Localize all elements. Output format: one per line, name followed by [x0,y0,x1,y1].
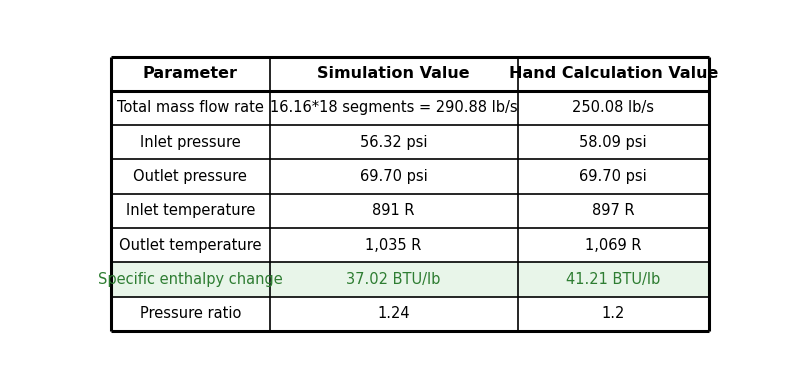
Text: Total mass flow rate: Total mass flow rate [117,100,264,116]
Text: Simulation Value: Simulation Value [318,66,470,81]
Text: 891 R: 891 R [372,203,415,218]
Text: 1,069 R: 1,069 R [585,238,642,253]
Text: Outlet pressure: Outlet pressure [134,169,247,184]
Bar [518,297,709,331]
Bar [111,228,270,262]
Text: 58.09 psi: 58.09 psi [579,135,647,150]
Bar [111,262,270,297]
Bar [111,297,270,331]
Bar [270,194,518,228]
Bar [270,57,518,91]
Bar [518,228,709,262]
Text: 897 R: 897 R [592,203,634,218]
Text: 41.21 BTU/lb: 41.21 BTU/lb [566,272,660,287]
Text: 69.70 psi: 69.70 psi [360,169,427,184]
Bar [270,228,518,262]
Text: 37.02 BTU/lb: 37.02 BTU/lb [346,272,441,287]
Bar [270,91,518,125]
Text: 1.2: 1.2 [602,306,625,321]
Text: 16.16*18 segments = 290.88 lb/s: 16.16*18 segments = 290.88 lb/s [270,100,518,116]
Bar [111,57,270,91]
Bar [270,125,518,159]
Text: Inlet temperature: Inlet temperature [126,203,255,218]
Bar [518,57,709,91]
Text: Specific enthalpy change: Specific enthalpy change [98,272,282,287]
Text: Outlet temperature: Outlet temperature [119,238,262,253]
Bar [518,125,709,159]
Bar [518,91,709,125]
Bar [518,159,709,194]
Bar [270,262,518,297]
Bar [111,194,270,228]
Text: Parameter: Parameter [143,66,238,81]
Text: Pressure ratio: Pressure ratio [140,306,241,321]
Text: 250.08 lb/s: 250.08 lb/s [572,100,654,116]
Bar [518,262,709,297]
Bar [111,91,270,125]
Text: Hand Calculation Value: Hand Calculation Value [509,66,718,81]
Text: 1.24: 1.24 [378,306,410,321]
Bar [111,125,270,159]
Bar [111,159,270,194]
Text: Inlet pressure: Inlet pressure [140,135,241,150]
Text: 1,035 R: 1,035 R [366,238,422,253]
Text: 69.70 psi: 69.70 psi [579,169,647,184]
Bar [270,159,518,194]
Bar [518,194,709,228]
Text: 56.32 psi: 56.32 psi [360,135,427,150]
Bar [270,297,518,331]
